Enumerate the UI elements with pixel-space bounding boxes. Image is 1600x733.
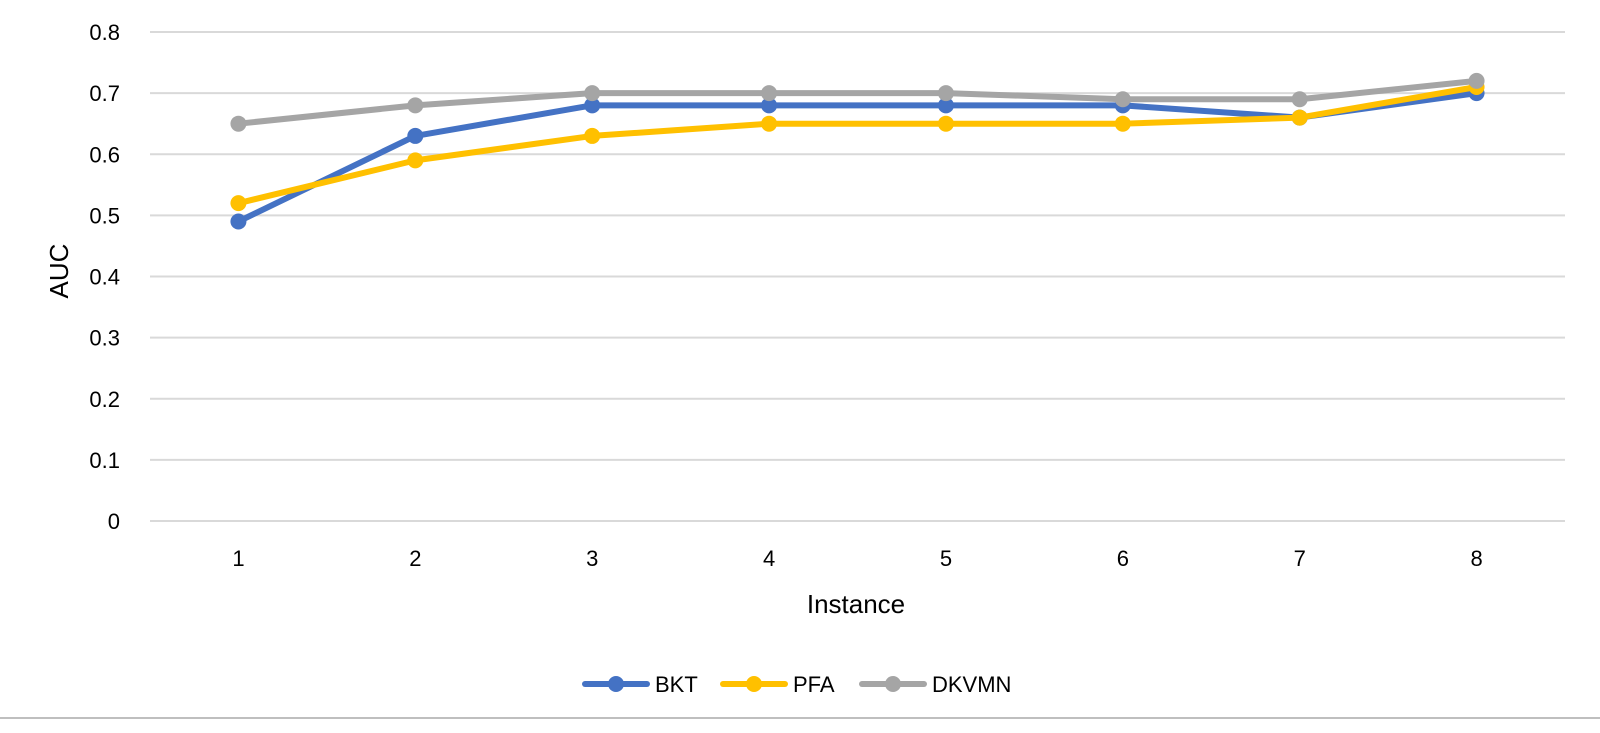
legend-swatch-marker	[608, 676, 624, 692]
legend-label: DKVMN	[932, 672, 1011, 697]
y-axis-title: AUC	[44, 244, 74, 299]
data-point-pfa	[584, 127, 601, 144]
y-tick-label: 0.2	[89, 387, 120, 412]
legend-item-dkvmn: DKVMN	[859, 672, 1011, 697]
gridlines	[150, 31, 1565, 522]
x-tick-label: 7	[1294, 546, 1306, 571]
y-tick-label: 0.6	[89, 142, 120, 167]
series-line-dkvmn	[235, 77, 1480, 127]
x-tick-label: 6	[1117, 546, 1129, 571]
legend-swatch-marker	[885, 676, 901, 692]
data-point-bkt	[584, 97, 601, 114]
x-tick-labels: 1 2 3 4 5 6 7 8	[232, 546, 1482, 571]
y-tick-label: 0.5	[89, 203, 120, 228]
frame-bottom-border	[0, 717, 1600, 719]
x-tick-label: 1	[232, 546, 244, 571]
data-point-dkvmn	[937, 85, 954, 102]
data-point-bkt	[230, 213, 247, 230]
data-point-pfa	[937, 115, 954, 132]
data-point-dkvmn	[230, 115, 247, 132]
x-tick-label: 8	[1470, 546, 1482, 571]
x-tick-label: 4	[763, 546, 775, 571]
data-point-dkvmn	[761, 85, 778, 102]
series-dkvmn	[230, 72, 1485, 132]
series-line-bkt	[235, 90, 1480, 225]
data-point-bkt	[761, 97, 778, 114]
data-point-dkvmn	[1291, 91, 1308, 108]
legend: BKT PFA DKVMN	[582, 672, 1011, 697]
series-bkt	[230, 85, 1485, 230]
legend-item-pfa: PFA	[720, 672, 835, 697]
y-tick-label: 0.8	[89, 20, 120, 45]
x-axis-title: Instance	[807, 589, 905, 619]
legend-label: PFA	[793, 672, 835, 697]
data-point-pfa	[1114, 115, 1131, 132]
y-tick-label: 0	[108, 509, 120, 534]
x-tick-label: 2	[409, 546, 421, 571]
data-point-bkt	[937, 97, 954, 114]
data-point-dkvmn	[584, 85, 601, 102]
data-point-pfa	[230, 195, 247, 212]
series-layer	[230, 72, 1485, 230]
data-point-pfa	[761, 115, 778, 132]
series-line-pfa	[235, 84, 1480, 207]
series-pfa	[230, 79, 1485, 212]
data-point-pfa	[407, 152, 424, 169]
y-tick-label: 0.3	[89, 326, 120, 351]
data-point-dkvmn	[407, 97, 424, 114]
y-tick-label: 0.1	[89, 448, 120, 473]
legend-swatch-marker	[746, 676, 762, 692]
data-point-dkvmn	[1468, 72, 1485, 89]
x-tick-label: 3	[586, 546, 598, 571]
data-point-pfa	[1291, 109, 1308, 126]
y-tick-label: 0.4	[89, 265, 120, 290]
y-tick-labels: 0 0.1 0.2 0.3 0.4 0.5 0.6 0.7 0.8	[89, 20, 120, 534]
data-point-bkt	[407, 127, 424, 144]
x-tick-label: 5	[940, 546, 952, 571]
legend-label: BKT	[655, 672, 698, 697]
data-point-dkvmn	[1114, 91, 1131, 108]
legend-item-bkt: BKT	[582, 672, 698, 697]
y-tick-label: 0.7	[89, 81, 120, 106]
